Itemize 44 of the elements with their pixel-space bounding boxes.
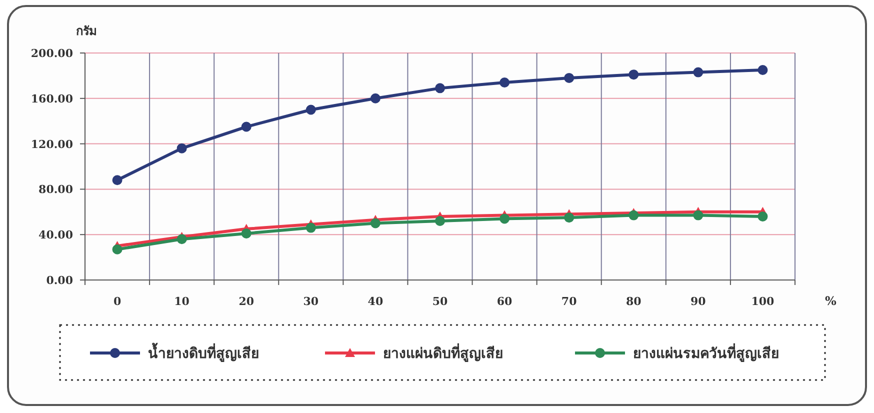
point: [564, 72, 574, 83]
point: [500, 78, 510, 88]
x-tick-label: 50: [432, 295, 448, 308]
x-tick-label: 40: [368, 295, 384, 308]
x-tick-label: 90: [690, 295, 706, 308]
point: [435, 83, 445, 94]
point: [628, 210, 639, 220]
x-tick-label: 100: [751, 295, 775, 308]
y-tick-label: 0.00: [46, 274, 74, 287]
x-tick-label: 10: [174, 295, 190, 308]
point: [693, 67, 704, 78]
point: [241, 228, 252, 238]
point: [176, 234, 187, 244]
x-axis-title: %: [825, 294, 837, 308]
point: [370, 93, 380, 104]
x-tick-label: 30: [303, 295, 319, 308]
point: [112, 244, 122, 254]
legend-label: ยางแผ่นรมควันที่สูญเสีย: [633, 343, 779, 362]
x-tick-label: 0: [113, 295, 122, 308]
point: [306, 104, 316, 115]
x-tick-label: 70: [561, 295, 578, 308]
y-tick-label: 120.00: [30, 138, 74, 151]
legend-label: น้ำยางดิบที่สูญเสีย: [148, 342, 259, 362]
point: [241, 122, 252, 132]
point: [370, 218, 380, 228]
y-tick-label: 80.00: [38, 183, 74, 196]
point: [500, 214, 510, 224]
legend-label: ยางแผ่นดิบที่สูญเสีย: [383, 343, 503, 362]
point: [758, 65, 768, 76]
x-tick-label: 60: [496, 295, 513, 308]
point: [176, 143, 187, 154]
x-tick-label: 80: [626, 295, 642, 308]
point: [435, 216, 445, 226]
y-axis-title: กรัม: [76, 24, 97, 38]
y-tick-label: 160.00: [30, 92, 74, 106]
point: [306, 222, 316, 233]
point: [112, 175, 122, 186]
y-tick-label: 200.00: [30, 47, 74, 60]
y-tick-label: 40.00: [38, 228, 74, 242]
x-tick-label: 20: [238, 295, 254, 308]
point: [564, 212, 574, 223]
point: [758, 211, 768, 222]
point: [693, 210, 704, 220]
point: [628, 70, 639, 80]
